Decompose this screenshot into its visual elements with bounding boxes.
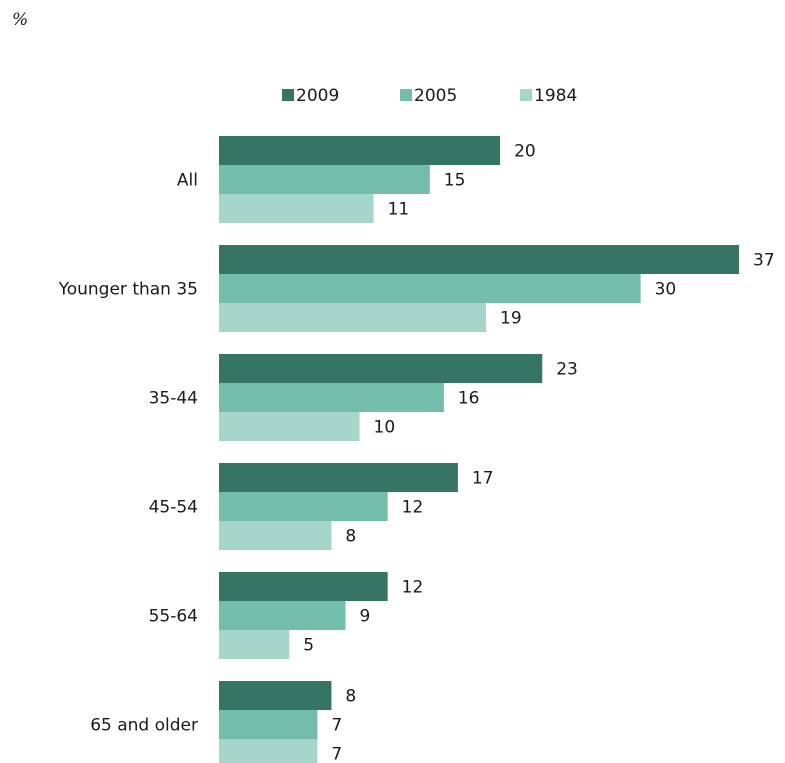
bar-35-44-2005 — [219, 383, 444, 412]
bar-35-44-2009 — [219, 354, 543, 383]
value-label-all-2009: 20 — [514, 142, 536, 162]
bar-65-and-older-2009 — [219, 681, 332, 710]
legend-swatch-2005 — [400, 89, 412, 101]
bars — [219, 136, 739, 763]
value-label-younger-than-35-2005: 30 — [655, 280, 677, 300]
category-label-45-54: 45-54 — [149, 498, 198, 518]
bar-all-2009 — [219, 136, 501, 165]
bar-younger-than-35-2009 — [219, 245, 739, 274]
bar-younger-than-35-1984 — [219, 303, 487, 332]
bar-all-1984 — [219, 194, 374, 223]
value-label-younger-than-35-1984: 19 — [500, 309, 522, 329]
legend-label-2005: 2005 — [414, 86, 457, 106]
bar-younger-than-35-2005 — [219, 274, 641, 303]
value-label-55-64-1984: 5 — [303, 636, 314, 656]
category-label-all: All — [177, 171, 198, 191]
bar-55-64-2009 — [219, 572, 388, 601]
legend-label-2009: 2009 — [296, 86, 339, 106]
bar-45-54-1984 — [219, 521, 332, 550]
value-label-all-1984: 11 — [388, 200, 410, 220]
value-label-35-44-1984: 10 — [374, 418, 396, 438]
category-label-35-44: 35-44 — [149, 389, 198, 409]
bar-55-64-2005 — [219, 601, 346, 630]
bar-35-44-1984 — [219, 412, 360, 441]
value-label-all-2005: 15 — [444, 171, 466, 191]
value-label-35-44-2009: 23 — [556, 360, 578, 380]
bar-65-and-older-1984 — [219, 739, 318, 763]
bar-65-and-older-2005 — [219, 710, 318, 739]
value-label-65-and-older-2009: 8 — [345, 687, 356, 707]
bar-45-54-2005 — [219, 492, 388, 521]
value-label-55-64-2005: 9 — [359, 607, 370, 627]
bar-all-2005 — [219, 165, 430, 194]
value-label-55-64-2009: 12 — [402, 578, 424, 598]
legend-swatch-2009 — [282, 89, 294, 101]
category-label-younger-than-35: Younger than 35 — [58, 280, 198, 300]
legend: 2009 2005 1984 — [282, 86, 577, 106]
bar-55-64-1984 — [219, 630, 290, 659]
bar-45-54-2009 — [219, 463, 458, 492]
legend-swatch-1984 — [520, 89, 532, 101]
value-label-65-and-older-1984: 7 — [331, 745, 342, 763]
value-label-65-and-older-2005: 7 — [331, 716, 342, 736]
unit-label: % — [12, 10, 29, 30]
value-label-45-54-2005: 12 — [402, 498, 424, 518]
value-label-35-44-2005: 16 — [458, 389, 480, 409]
category-labels: All Younger than 35 35-44 45-54 55-64 65 and … — [58, 171, 198, 736]
value-label-younger-than-35-2009: 37 — [753, 251, 775, 271]
category-label-55-64: 55-64 — [149, 607, 198, 627]
value-label-45-54-2009: 17 — [472, 469, 494, 489]
legend-label-1984: 1984 — [534, 86, 577, 106]
value-label-45-54-1984: 8 — [345, 527, 356, 547]
category-label-65-and-older: 65 and older — [90, 716, 198, 736]
